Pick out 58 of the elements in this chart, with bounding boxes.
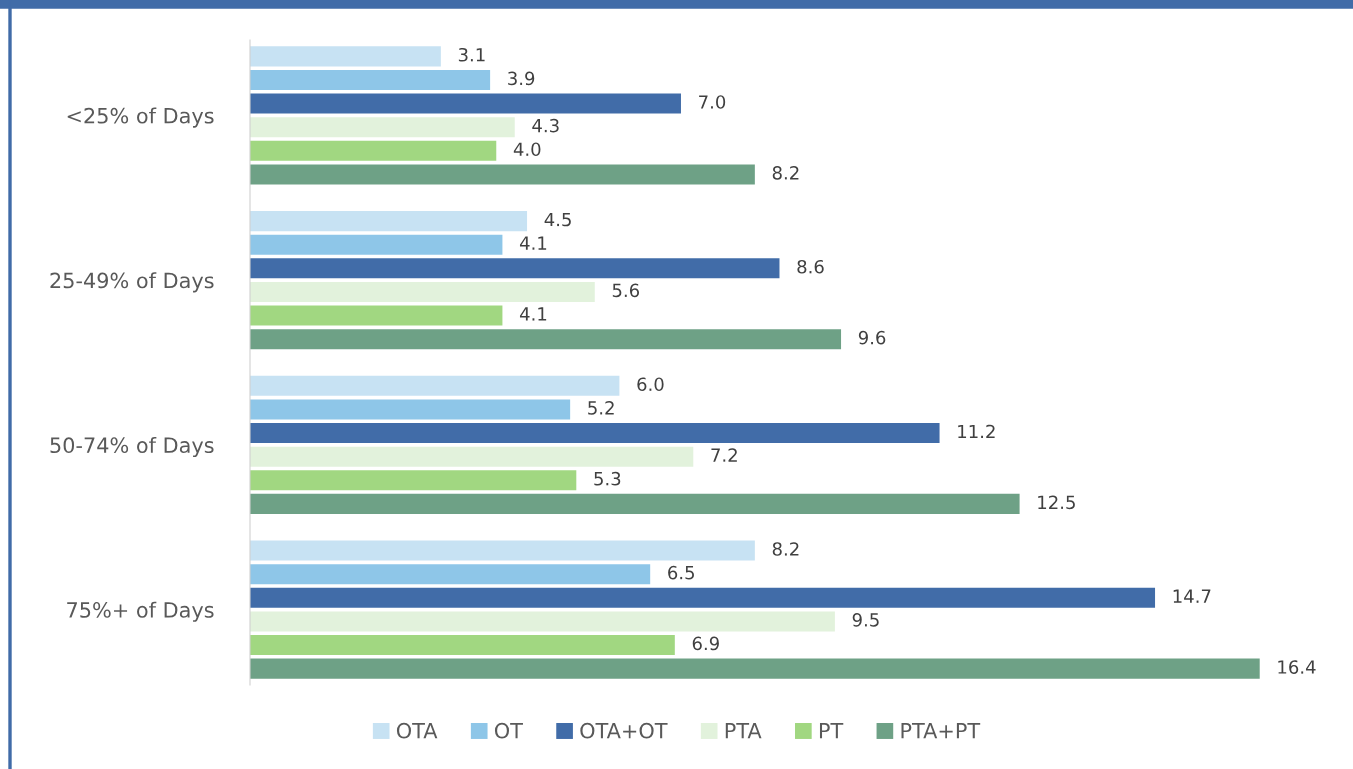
y-tick-label: 75%+ of Days (67, 601, 214, 622)
bar (250, 540, 755, 561)
bar (250, 493, 1020, 514)
data-label: 4.3 (532, 118, 559, 133)
data-label: 6.9 (692, 636, 719, 651)
bar (250, 423, 940, 444)
bar (250, 634, 675, 656)
data-label: 8.2 (772, 166, 799, 180)
data-label: 5.2 (588, 401, 614, 415)
bar (250, 305, 503, 326)
data-label: 9.5 (852, 613, 879, 627)
data-label: 3.9 (508, 71, 535, 86)
bar (250, 375, 620, 396)
bar (250, 258, 780, 279)
bar (250, 234, 503, 255)
data-label: 8.2 (772, 542, 799, 556)
legend-label: OTA+OT (580, 722, 668, 739)
data-label: 16.4 (1278, 660, 1316, 674)
bar (250, 446, 694, 467)
bar (250, 93, 681, 114)
data-label: 4.0 (513, 142, 541, 157)
data-label: 7.0 (699, 95, 726, 109)
data-label: 5.3 (594, 471, 621, 486)
bar (250, 564, 651, 585)
bar (250, 658, 1260, 679)
data-label: 3.1 (458, 47, 485, 62)
data-label: 9.6 (858, 330, 886, 345)
bar (250, 281, 595, 302)
data-label: 12.5 (1038, 495, 1075, 510)
legend-label: PTA (725, 723, 762, 739)
data-label: 14.7 (1173, 589, 1211, 603)
data-label: 4.1 (519, 236, 547, 250)
legend-label: OTA (396, 722, 438, 739)
bar (250, 470, 577, 491)
y-tick-label: 50-74% of Days (50, 436, 214, 458)
data-label: 6.5 (668, 565, 694, 580)
bar (250, 329, 842, 350)
data-label: 8.6 (797, 259, 824, 274)
legend-label: PT (819, 723, 844, 739)
bar (250, 164, 755, 185)
bar (250, 399, 571, 420)
data-label: 7.2 (711, 448, 737, 462)
bar (250, 611, 835, 632)
bar (250, 117, 515, 138)
bar (250, 211, 528, 232)
y-tick-label: 25-49% of Days (50, 272, 214, 293)
bar (250, 140, 497, 161)
bar (250, 587, 1156, 608)
legend-label: PTA+PT (901, 723, 981, 739)
y-tick-label: <25% of Days (67, 107, 214, 128)
data-label: 11.2 (958, 424, 995, 439)
bar (250, 46, 441, 67)
data-label: 4.5 (544, 212, 571, 227)
data-label: 4.1 (519, 307, 547, 321)
bar (250, 69, 491, 91)
data-label: 6.0 (637, 377, 664, 392)
legend-label: OT (494, 722, 523, 739)
data-label: 5.6 (612, 283, 640, 298)
